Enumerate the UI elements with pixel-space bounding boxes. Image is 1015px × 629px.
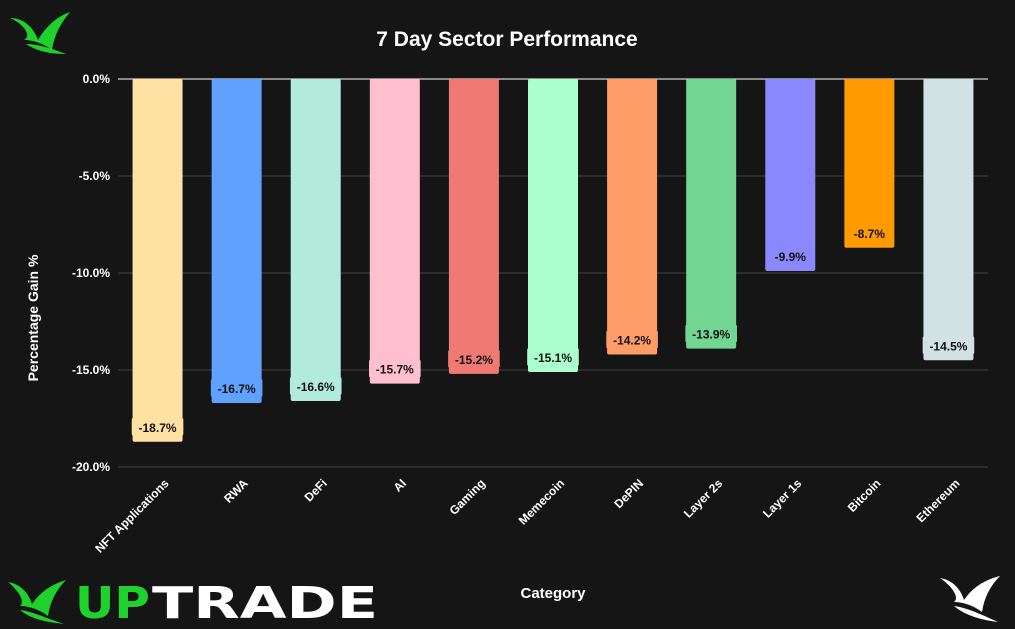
data-labels: -18.7% -16.7% -16.6% -15.7% -15.2% -15.1% -14.…	[131, 223, 975, 436]
x-tick-label: AI	[391, 476, 409, 494]
data-label-background	[210, 378, 263, 397]
x-tick-label: Ethereum	[914, 476, 963, 525]
bar	[686, 79, 737, 349]
bar	[923, 79, 974, 361]
data-label: -9.9%	[775, 250, 807, 264]
bar	[369, 79, 420, 384]
y-axis-label: Percentage Gain %	[25, 254, 41, 381]
bar	[844, 79, 895, 248]
bar	[290, 79, 341, 402]
y-tick-label: 0.0%	[83, 72, 111, 86]
chart-title: 7 Day Sector Performance	[376, 28, 637, 51]
data-label: -15.2%	[455, 353, 493, 367]
bar	[765, 79, 816, 272]
x-tick-label: Memecoin	[516, 476, 567, 527]
bars	[132, 79, 974, 442]
data-label: -8.7%	[854, 227, 886, 241]
y-axis-ticks: 0.0% -5.0% -10.0% -15.0% -20.0%	[72, 72, 110, 474]
uptrade-logo: UP TRADE	[8, 578, 378, 629]
bird-logo-icon	[940, 576, 1000, 622]
x-tick-label: RWA	[221, 476, 251, 506]
data-label-background	[527, 347, 579, 366]
bar	[448, 79, 499, 374]
data-label-background	[606, 330, 658, 349]
data-label-background	[369, 359, 421, 378]
logo-word-trade: TRADE	[152, 578, 378, 629]
x-tick-label: Layer 1s	[760, 476, 805, 521]
data-label-background	[768, 247, 813, 266]
x-tick-label: Bitcoin	[845, 476, 884, 515]
data-label: -13.9%	[692, 328, 730, 342]
x-axis-label: Category	[520, 585, 586, 602]
data-label: -16.7%	[218, 382, 256, 396]
x-tick-label: NFT Applications	[92, 476, 172, 556]
bird-logo-icon	[10, 12, 70, 54]
x-tick-label: Gaming	[447, 476, 488, 517]
data-label: -15.1%	[534, 351, 572, 365]
x-tick-label: DeFi	[302, 476, 330, 504]
y-tick-label: -5.0%	[79, 169, 111, 183]
logo-word-up: UP	[75, 578, 150, 629]
y-tick-label: -20.0%	[72, 460, 110, 474]
data-label-background	[685, 324, 737, 343]
x-tick-label: Layer 2s	[681, 476, 726, 521]
x-tick-label: DePIN	[611, 476, 646, 511]
y-tick-label: -10.0%	[72, 266, 110, 280]
data-label: -15.7%	[376, 363, 414, 377]
x-axis-ticks: NFT Applications RWA DeFi AI Gaming Memecoin D…	[92, 476, 962, 556]
bar	[132, 79, 183, 442]
bar	[528, 79, 578, 372]
data-label-background	[847, 223, 892, 242]
data-label-background	[922, 336, 975, 355]
bird-logo-icon	[8, 580, 66, 624]
data-label: -14.5%	[929, 339, 967, 353]
bar	[607, 79, 658, 355]
data-label: -14.2%	[613, 333, 651, 347]
data-label-background	[448, 349, 500, 368]
data-label-background	[289, 377, 342, 396]
data-label: -16.6%	[297, 380, 335, 394]
data-label-background	[131, 417, 184, 436]
y-tick-label: -15.0%	[72, 363, 110, 377]
bar	[211, 79, 262, 403]
data-label: -18.7%	[139, 421, 177, 435]
